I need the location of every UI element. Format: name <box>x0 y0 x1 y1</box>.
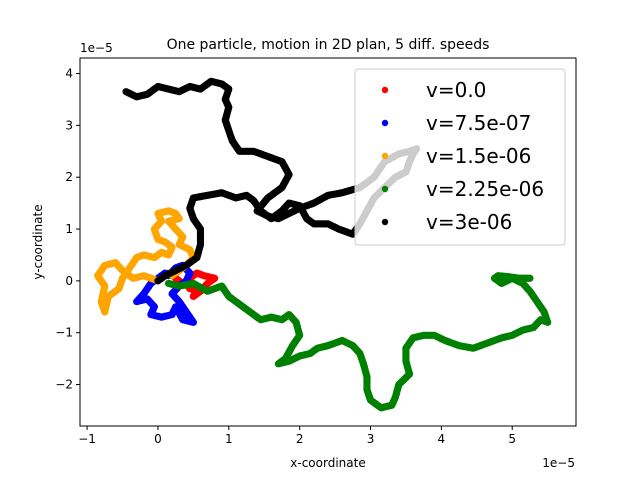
y-tick-label: 4 <box>65 67 73 81</box>
legend-marker <box>381 218 389 226</box>
series-3-trajectory <box>94 207 197 316</box>
legend-marker <box>381 119 389 127</box>
legend-marker <box>381 152 389 160</box>
x-tick-label: 1 <box>225 432 233 446</box>
x-tick-label: 2 <box>296 432 304 446</box>
legend-label: v=7.5e-07 <box>426 111 531 135</box>
x-tick-label: −1 <box>78 432 96 446</box>
legend: v=0.0 v=7.5e-07 v=1.5e-06 v=2.25e-06 v=3e-06 <box>354 68 566 246</box>
x-tick-label: 5 <box>508 432 516 446</box>
trajectories-layer <box>94 77 552 412</box>
series-4-trajectory <box>164 272 552 412</box>
x-axis-label: x-coordinate <box>290 456 365 470</box>
y-tick-label: −2 <box>55 378 73 392</box>
legend-marker <box>381 185 389 193</box>
x-tick-label: 0 <box>154 432 162 446</box>
plot-frame <box>79 57 577 427</box>
data-point <box>526 274 534 282</box>
y-tick-label: 1 <box>65 222 73 236</box>
x-tick-label: 3 <box>367 432 375 446</box>
legend-marker <box>381 86 389 94</box>
x-tick-label: 4 <box>438 432 446 446</box>
y-tick-label: 2 <box>65 170 73 184</box>
y-offset-text: 1e−5 <box>80 41 113 55</box>
x-axis-ticks: −1 0 1 2 3 4 5 <box>78 426 516 446</box>
y-tick-label: 3 <box>65 118 73 132</box>
x-offset-text: 1e−5 <box>542 456 575 470</box>
y-axis-label: y-coordinate <box>31 204 45 279</box>
legend-label: v=3e-06 <box>426 210 512 234</box>
y-tick-label: −1 <box>55 326 73 340</box>
y-axis-ticks: −2 −1 0 1 2 3 4 <box>55 67 80 392</box>
chart-title: One particle, motion in 2D plan, 5 diff.… <box>167 37 490 53</box>
legend-box <box>354 68 566 246</box>
legend-label: v=2.25e-06 <box>426 177 544 201</box>
data-point <box>122 88 130 96</box>
y-tick-label: 0 <box>65 274 73 288</box>
legend-label: v=0.0 <box>426 78 486 102</box>
legend-label: v=1.5e-06 <box>426 144 531 168</box>
